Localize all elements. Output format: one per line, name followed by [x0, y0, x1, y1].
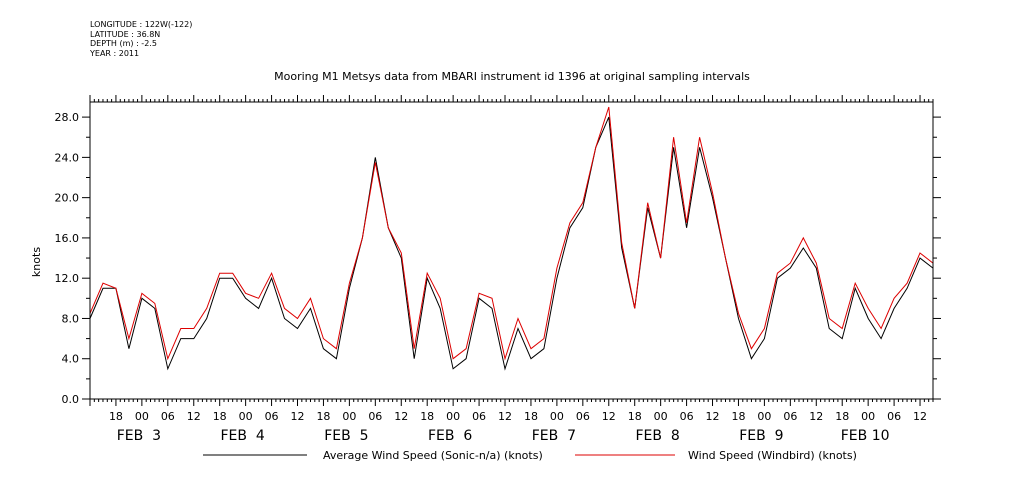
series-line-average-wind-speed — [89, 116, 934, 371]
x-hour-label: 18 — [316, 410, 330, 423]
x-hour-label: 00 — [550, 410, 564, 423]
metadata-block: LONGITUDE : 122W(-122) LATITUDE : 36.8N … — [90, 20, 192, 58]
x-hour-label: 18 — [628, 410, 642, 423]
x-hour-label: 12 — [498, 410, 512, 423]
x-hour-label: 06 — [576, 410, 590, 423]
x-hour-label: 12 — [913, 410, 927, 423]
series-line-windbird — [89, 106, 934, 361]
x-day-label: FEB 7 — [532, 428, 576, 444]
x-day-label: FEB 8 — [635, 428, 679, 444]
metadata-longitude: LONGITUDE : 122W(-122) — [90, 20, 193, 29]
x-day-label: FEB 5 — [324, 428, 368, 444]
x-hour-label: 18 — [731, 410, 745, 423]
x-hour-label: 00 — [342, 410, 356, 423]
plot-frame — [89, 101, 934, 400]
x-hour-label: 06 — [783, 410, 797, 423]
legend-label-windbird: Wind Speed (Windbird) (knots) — [688, 449, 857, 462]
y-tick-label: 12.0 — [55, 272, 80, 285]
y-tick-label: 28.0 — [55, 111, 80, 124]
y-tick-label: 16.0 — [55, 232, 80, 245]
legend: Average Wind Speed (Sonic-n/a) (knots) W… — [203, 449, 857, 462]
x-hour-label: 00 — [654, 410, 668, 423]
y-tick-label: 24.0 — [55, 151, 80, 164]
x-day-label: FEB 10 — [841, 428, 890, 444]
x-hour-label: 12 — [291, 410, 305, 423]
x-hour-label: 12 — [602, 410, 616, 423]
y-axis-label: knots — [30, 247, 43, 277]
x-hour-label: 06 — [680, 410, 694, 423]
x-hour-label: 18 — [213, 410, 227, 423]
x-day-label: FEB 4 — [220, 428, 264, 444]
axis-ticks: 0.0 4.0 8.0 12.0 16.0 20.0 24.0 28.0 18 00 06 12 18 0… — [55, 95, 941, 444]
y-tick-label: 8.0 — [62, 312, 80, 325]
chart-title: Mooring M1 Metsys data from MBARI instru… — [274, 70, 750, 83]
x-hour-label: 00 — [757, 410, 771, 423]
x-hour-label: 18 — [109, 410, 123, 423]
legend-label-sonic: Average Wind Speed (Sonic-n/a) (knots) — [323, 449, 543, 462]
x-hour-label: 06 — [265, 410, 279, 423]
x-hour-label: 18 — [420, 410, 434, 423]
x-hour-label: 06 — [472, 410, 486, 423]
x-hour-label: 00 — [239, 410, 253, 423]
metadata-depth: DEPTH (m) : -2.5 — [90, 39, 157, 48]
x-day-label: FEB 9 — [739, 428, 783, 444]
x-hour-label: 12 — [706, 410, 720, 423]
y-tick-label: 4.0 — [62, 353, 80, 366]
x-hour-label: 00 — [446, 410, 460, 423]
x-hour-label: 00 — [135, 410, 149, 423]
y-tick-label: 0.0 — [62, 393, 80, 406]
x-hour-label: 06 — [887, 410, 901, 423]
x-hour-label: 18 — [524, 410, 538, 423]
x-hour-label: 12 — [394, 410, 408, 423]
x-day-label: FEB 6 — [428, 428, 472, 444]
metadata-latitude: LATITUDE : 36.8N — [90, 29, 161, 39]
x-hour-label: 00 — [861, 410, 875, 423]
metadata-year: YEAR : 2011 — [90, 48, 140, 58]
series-lines — [89, 106, 934, 371]
x-hour-label: 06 — [161, 410, 175, 423]
x-day-label: FEB 3 — [117, 428, 161, 444]
x-hour-label: 06 — [368, 410, 382, 423]
x-hour-label: 12 — [809, 410, 823, 423]
y-tick-label: 20.0 — [55, 192, 80, 205]
x-hour-label: 18 — [835, 410, 849, 423]
x-hour-label: 12 — [187, 410, 201, 423]
